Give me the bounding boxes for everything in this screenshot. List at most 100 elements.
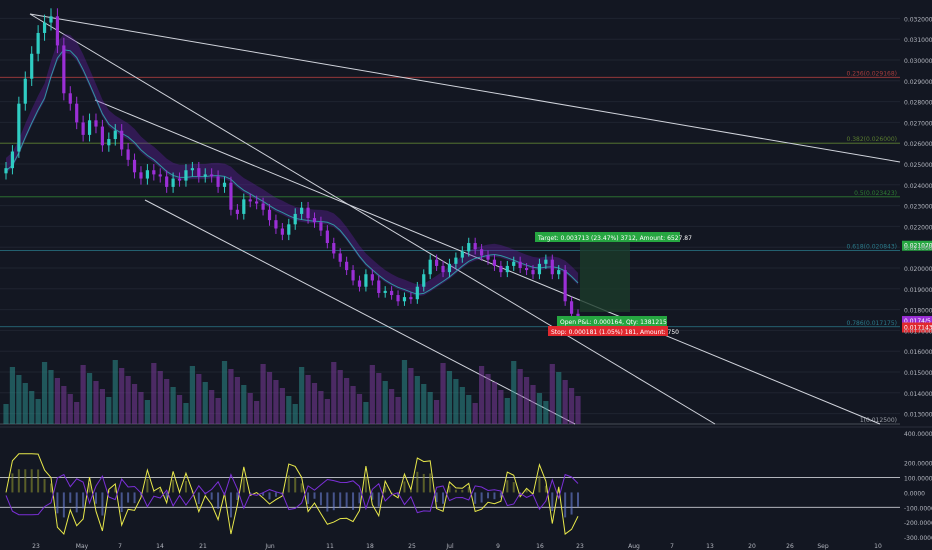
price-tick-label: 0.016000 (904, 349, 932, 356)
volume-bar (151, 363, 157, 424)
time-tick-label: Sep (817, 543, 829, 550)
time-tick-label: 14 (156, 543, 164, 550)
trendlines (29, 13, 901, 425)
position-tool[interactable]: Target: 0.003713 (23.47%) 3712, Amount: … (535, 232, 932, 336)
candle-body (280, 228, 284, 235)
candle-body (300, 207, 304, 214)
candle-body (4, 168, 8, 174)
volume-bar (562, 380, 568, 424)
candle-body (441, 265, 445, 273)
time-tick-label: 11 (326, 543, 334, 550)
volume-bar (292, 404, 298, 424)
time-tick-label: Jun (264, 543, 275, 550)
volume-bar (401, 360, 408, 424)
price-tick-label: 0.022000 (904, 224, 932, 231)
candle-body (222, 182, 227, 187)
volume-bar (376, 373, 382, 424)
volume-bar (228, 369, 234, 424)
time-tick-label: 23 (576, 543, 584, 550)
osc-tick-label: 100.0000 (904, 476, 932, 483)
candle-body (158, 174, 162, 177)
volume-bar (266, 372, 273, 424)
open-pnl-label-bg (557, 316, 667, 326)
price-tick-label: 0.032000 (904, 16, 932, 23)
osc-tick-label: 200.0000 (904, 461, 932, 468)
volume-bar (350, 386, 356, 424)
volume-bar (202, 382, 208, 424)
candle-body (402, 297, 407, 302)
fib-level-label: 0.786(0.017175) (847, 320, 898, 327)
volume-bar (260, 364, 266, 424)
volume-bar (164, 379, 170, 424)
candle-body (435, 259, 439, 266)
candle-body (107, 139, 111, 146)
price-tick-label: 0.020000 (904, 266, 932, 273)
time-tick-label: Jul (445, 543, 454, 550)
volume-bar (22, 383, 28, 424)
volume-bar (311, 383, 318, 424)
price-axis[interactable]: 0.032000 0.031000 0.030000 0.029000 0.028000… (904, 16, 932, 542)
time-axis[interactable]: 23 May 7 14 21 Jun 11 18 25 Jul 9 16 23 Aug 7 13 20 26 Sep… (32, 543, 882, 550)
time-tick-label: 25 (408, 543, 416, 550)
candle-body (370, 274, 374, 281)
time-tick-label: 13 (706, 543, 714, 550)
volume-bar (427, 392, 433, 424)
fib-level-label: 0.236(0.029168) (847, 70, 898, 77)
candle-body (319, 222, 323, 231)
volume-bar (93, 381, 99, 424)
volume-bar (67, 394, 73, 424)
candle-body (512, 261, 516, 266)
price-tick-label: 0.017000 (904, 328, 932, 335)
price-tick-label: 0.024000 (904, 183, 932, 190)
candle-body (563, 270, 567, 302)
candle-body (544, 259, 548, 264)
candle-body (242, 199, 246, 214)
volume-bar (54, 378, 61, 424)
volume-bar (3, 404, 9, 424)
stop-label-bg (548, 326, 668, 336)
candle-body (460, 251, 464, 258)
price-tick-label: 0.018000 (904, 308, 932, 315)
candle-body (383, 290, 387, 293)
volume-bar (491, 382, 498, 424)
candle-body (23, 78, 27, 104)
volume-bar (215, 398, 221, 424)
volume-bar (556, 372, 562, 424)
volume-bar (356, 394, 363, 424)
candle-body (351, 270, 355, 281)
volume-bar (363, 402, 369, 424)
candle-body (75, 103, 79, 123)
volume-bar (99, 389, 106, 424)
volume-bar (324, 399, 330, 424)
trendline (144, 199, 576, 425)
ichimoku-cloud (5, 33, 579, 297)
stop-label: Stop: 0.000181 (1.05%) 181, Amount: 750 (551, 329, 679, 336)
candle-body (492, 259, 497, 266)
volume-bar (504, 398, 510, 424)
volume-bar (119, 368, 125, 424)
time-tick-label: 16 (536, 543, 544, 550)
volume-bar (331, 362, 337, 424)
candle-body (287, 224, 291, 235)
candle-body (152, 170, 156, 175)
time-tick-label: 7 (670, 543, 674, 550)
candle-body (261, 203, 265, 210)
candle-body (132, 159, 137, 173)
osc-tick-label: -300.0000 (904, 535, 932, 542)
volume-bar (144, 400, 150, 424)
price-tag-bg (902, 240, 932, 251)
volume-bar (408, 368, 414, 424)
cloud-band (6, 33, 578, 297)
price-tick-label: 0.028000 (904, 100, 932, 107)
time-tick-label: 7 (118, 543, 122, 550)
volume-bar (299, 367, 305, 424)
time-tick-label: 9 (496, 543, 500, 550)
volume-bar (48, 370, 54, 424)
candle-body (293, 213, 297, 225)
volume-bar (157, 371, 163, 424)
price-tag-label: 0.0174/5 (904, 318, 931, 325)
volume-bar (170, 387, 176, 424)
candle-body (87, 120, 92, 135)
volume-bar (575, 396, 581, 424)
